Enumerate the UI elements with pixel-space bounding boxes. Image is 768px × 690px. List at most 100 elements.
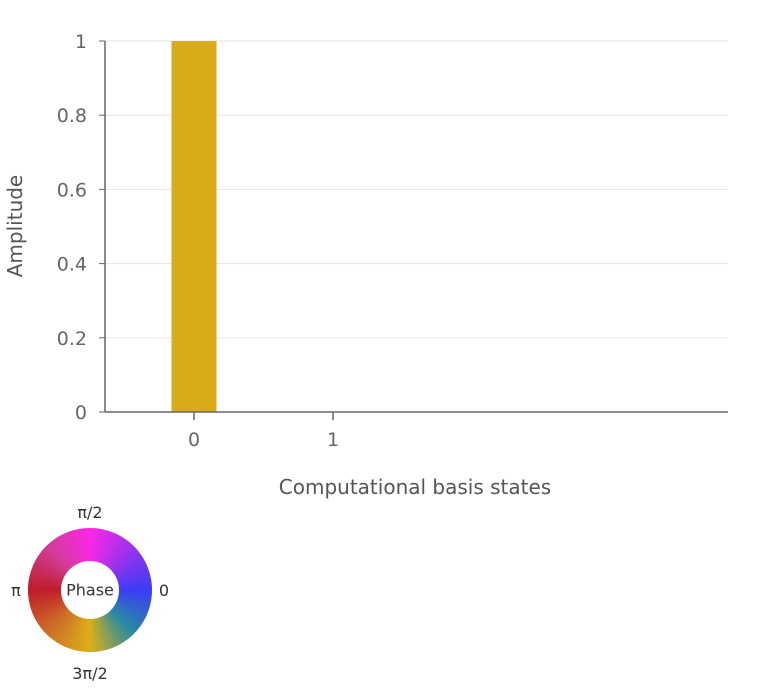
x-axis-title: Computational basis states [279,475,551,499]
phase-ring-segment [95,529,107,563]
phase-ring-segment [64,532,80,565]
phase-ring-segment [41,548,70,573]
phase-ring-segment [39,550,69,574]
phase-ring-segment [116,570,150,583]
phase-ring-segment [30,567,64,582]
phase-ring-segment [112,553,142,575]
phase-ring-segment [114,602,146,621]
phase-ring-segment [107,541,132,570]
phase-ring-segment [117,589,152,594]
phase-ring-segment [117,592,152,600]
phase-ring-segment [70,616,84,651]
phase-ring-segment [117,594,152,603]
phase-ring-segment [46,609,72,637]
phase-ring-segment [32,600,65,616]
phase-ring-segment [102,614,122,646]
axes [104,41,728,413]
phase-ring-segment [97,616,110,650]
phase-ring-segment [41,607,70,632]
phase-ring-segment [38,605,68,627]
phase-ring-segment [115,599,149,616]
phase-ring-segment [36,604,67,625]
phase-ring-segment [45,543,72,571]
phase-ring-segment [48,541,73,570]
y-tick-label-5: 1 [75,31,87,53]
phase-ring-segment [113,603,145,624]
phase-ring-segment [101,533,119,566]
phase-ring-segment [116,567,149,582]
phase-ring-segment [34,602,66,622]
x-tick-label-1: 1 [327,429,339,451]
phase-ring-segment [101,614,119,647]
phase-ring-segment [58,534,78,566]
bars [171,41,217,412]
y-tick-label-3: 0.6 [57,179,87,201]
phase-ring-segment [35,556,67,577]
phase-ring-segment [114,601,147,619]
phase-ring-segment [59,614,78,646]
phase-ring-segment [33,561,66,579]
phase-ring-segment [111,606,141,630]
phase-ring-segment [29,570,64,584]
phase-ring-segment [37,553,68,575]
phase-ring-segment [99,531,116,565]
phase-ring-segment [114,561,147,579]
phase-ring-segment [28,580,63,588]
phase-ring-segment [67,531,82,564]
y-axis-title: Amplitude [3,175,27,278]
phase-ring-segment [116,596,151,610]
y-tick-label-0: 0 [75,402,87,424]
phase-ring-segment [116,598,150,613]
phase-label-right: 0 [159,581,169,600]
phase-ring-segment [106,611,130,641]
phase-ring-segment [100,615,116,648]
y-tick-label-4: 0.8 [57,105,87,127]
phase-ring-segment [31,564,65,581]
phase-ring-segment [73,529,85,564]
phase-ring-segment [105,612,127,642]
phase-ring-segment [109,545,137,572]
phase-ring-segment [53,612,75,643]
phase-ring-segment [108,609,135,637]
phase-ring-segment [108,543,134,571]
phase-color-ring [28,528,152,652]
phase-ring-segment [112,605,143,627]
phase-ring-segment [89,528,94,563]
phase-ring-segment [92,528,100,563]
phase-ring-segment [95,616,107,651]
phase-ring-segment [103,535,124,567]
phase-ring-segment [28,577,63,586]
phase-ring-segment [64,615,81,649]
phase-ring-segment [50,539,74,569]
phase-ring-segment [98,530,113,564]
phase-ring-hole [61,561,119,619]
phase-ring-segment [61,614,79,647]
phase-ring-segment [50,611,74,641]
phase-ring-segment [39,606,69,630]
phase-ring-segment [29,573,63,585]
phase-ring-segment [110,548,139,573]
phase-center-label: Phase [66,581,114,600]
phase-label-left: π [11,581,21,600]
phase-ring-segment [86,617,91,652]
phase-ring-segment [31,598,64,613]
phase-ring-segment [110,607,139,632]
phase-ring-segment [116,573,151,585]
y-tick-label-1: 0.2 [57,328,87,350]
phase-ring-segment [106,539,130,569]
phase-ring-segment [61,533,79,566]
phase-ring-segment [102,534,121,566]
phase-ring-segment [33,601,66,619]
phase-ring-segment [111,550,141,574]
phase-ring-segment [73,617,85,651]
phase-ring-segment [53,538,75,568]
phase-ring-segment [113,555,144,576]
phase-wheel: Phase π/2 π 0 3π/2 [11,503,169,683]
phase-ring-segment [115,564,148,580]
phase-ring-segment [48,610,73,639]
phase-ring-segment [67,616,82,650]
phase-ring-segment [94,528,103,563]
phase-ring-segment [43,608,71,635]
phase-ring-segment [80,617,88,652]
